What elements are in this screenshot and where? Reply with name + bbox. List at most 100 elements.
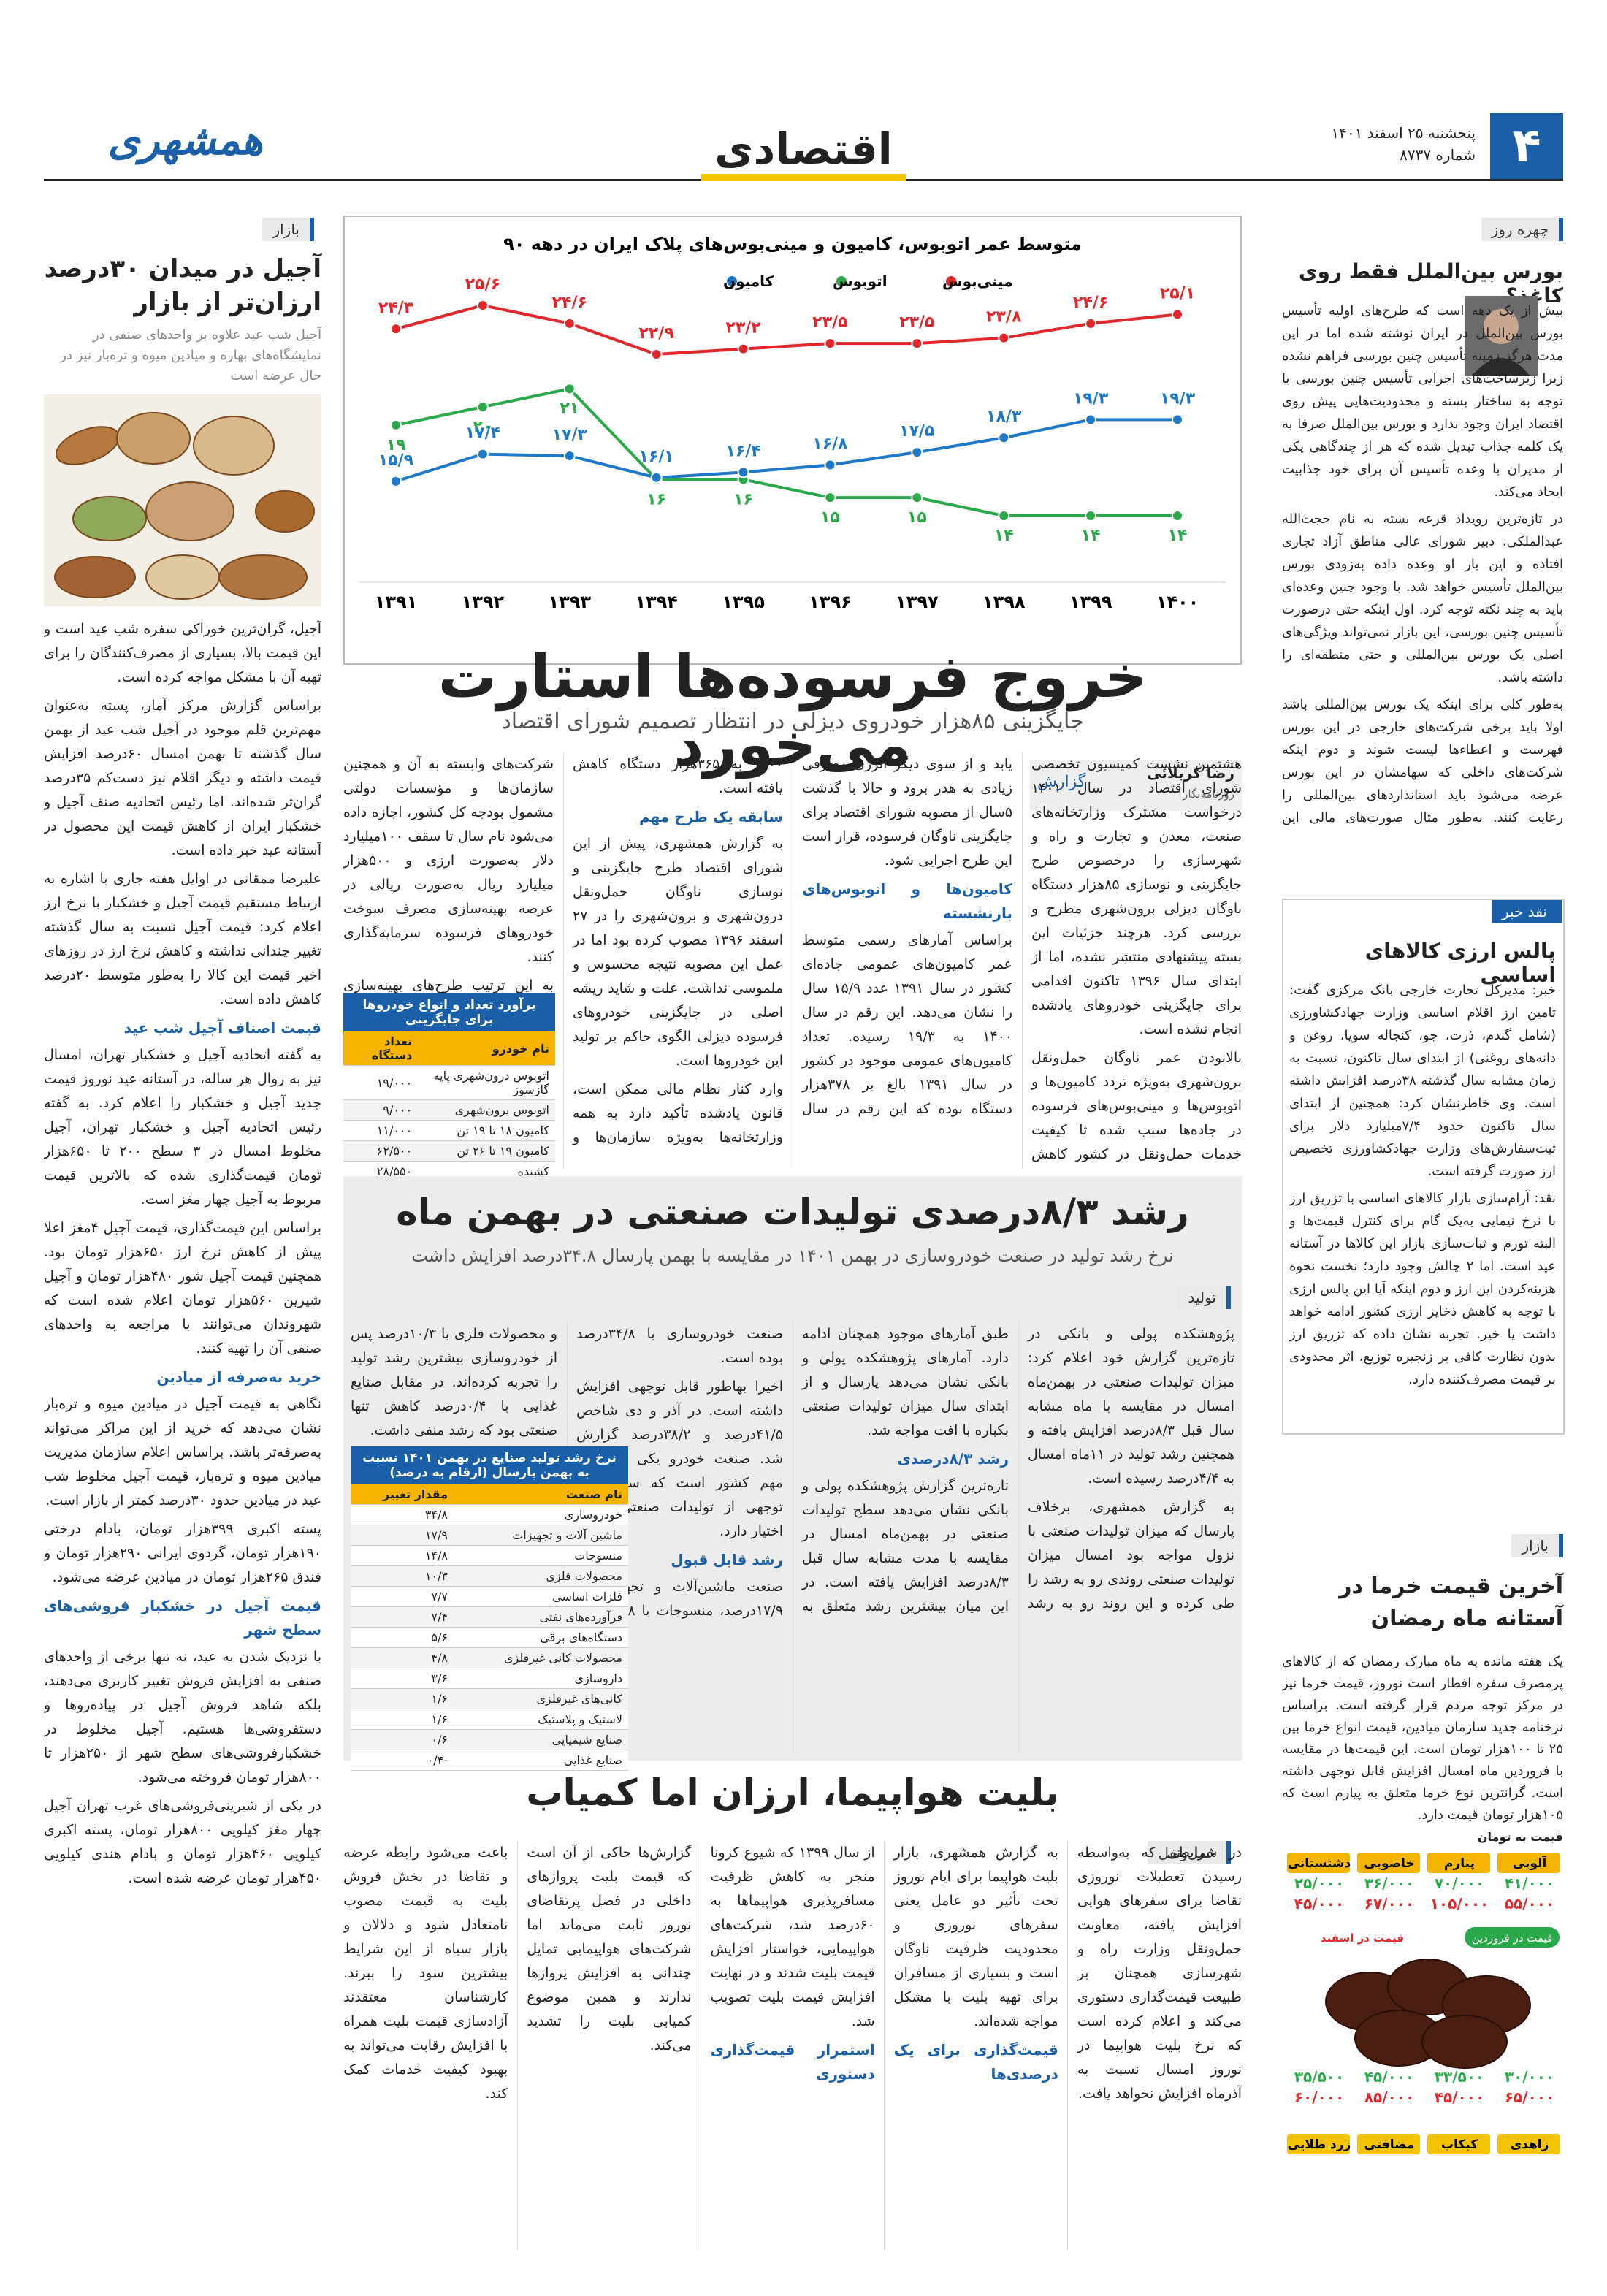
paragraph: وارد کنار نظام مالی ممکن است، قانون یادش…: [343, 756, 783, 1145]
kicker: تولید: [1177, 1286, 1231, 1309]
data-point: [1085, 510, 1097, 522]
author-box: رضا کربلائی روزنامه‌نگار گزارش: [1030, 760, 1242, 811]
price-farvardin: ۳۳/۵۰۰: [1435, 2068, 1484, 2086]
paragraph: در تازه‌ترین رویداد قرعه بسته به نام حجت…: [1282, 511, 1563, 685]
dates-body: یک هفته مانده به ماه مبارک رمضان که از ک…: [1282, 1651, 1563, 1826]
table-cell: کامیون ۱۸ تا ۱۹ تن: [418, 1120, 555, 1141]
x-tick-label: ۱۳۹۹: [1069, 592, 1112, 612]
data-point: [737, 466, 749, 478]
data-label: ۱۶/۱: [639, 448, 674, 466]
unit-label: قیمت به تومان: [1477, 1830, 1563, 1844]
table-row: اتوبوس درون‌شهری پایه گازسوز ۱۹/۰۰۰: [343, 1065, 555, 1100]
paragraph: به‌طور کلی برای اینکه یک بورس بین‌المللی…: [1282, 697, 1563, 825]
table-row: اتوبوس برون‌شهری ۹/۰۰۰: [343, 1099, 555, 1121]
data-point: [390, 323, 402, 335]
name-tag: [1427, 1853, 1490, 1873]
data-label: ۲۰: [473, 418, 492, 436]
x-tick-label: ۱۳۹۳: [548, 592, 591, 612]
table-cell: دستگاه‌های برقی: [453, 1627, 628, 1648]
paragraph: از سال ۱۳۹۹ که شیوع کرونا منجر به کاهش ظ…: [710, 1845, 875, 2029]
table-cell: ۰/۶: [351, 1729, 454, 1750]
table-cell: ۶۲/۵۰۰: [343, 1140, 419, 1162]
price-esfand: ۴۵/۰۰۰: [1294, 1895, 1344, 1912]
data-point: [476, 300, 489, 311]
price-esfand: ۴۵/۰۰۰: [1435, 2089, 1484, 2106]
table-cell: داروسازی: [453, 1668, 628, 1689]
legend-swatch: [946, 276, 956, 286]
data-point: [476, 401, 489, 413]
price-farvardin: ۴۵/۰۰۰: [1364, 2068, 1414, 2086]
variety-name: پیارم: [1444, 1856, 1475, 1871]
portrait: [1465, 296, 1538, 376]
kicker: بازار: [1511, 1534, 1563, 1557]
table-cell: ۱۱/۰۰۰: [343, 1120, 419, 1141]
table-cell: ۷/۴: [351, 1606, 454, 1628]
table-cell: ۱/۶: [351, 1709, 454, 1730]
x-tick-label: ۱۴۰۰: [1156, 592, 1199, 612]
headline: رشد ۸/۳درصدی تولیدات صنعتی در بهمن ماه: [396, 1191, 1189, 1233]
section-title: اقتصادی: [701, 124, 906, 181]
table-row: خودروسازی ۳۴/۸: [351, 1504, 628, 1525]
data-label: ۲۳/۲: [725, 319, 761, 337]
table-header: نام خودرو تعداد دستگاه: [343, 1031, 555, 1066]
table-cell: ۱۷/۹: [351, 1525, 454, 1546]
headline: بلیت هواپیما، ارزان اما کمیاب: [526, 1771, 1059, 1814]
kicker: گزارش: [1037, 773, 1086, 791]
data-point: [1172, 308, 1183, 321]
data-label: ۲۳/۵: [812, 313, 847, 332]
paragraph: یک هفته مانده به ماه مبارک رمضان که از ک…: [1282, 1654, 1563, 1823]
subtitle: نرخ رشد تولید در صنعت خودروسازی در بهمن …: [411, 1246, 1174, 1266]
data-point: [1172, 413, 1183, 426]
name-tag: [1357, 1853, 1420, 1873]
table-row: فلزات اساسی ۷/۷: [351, 1586, 628, 1607]
table-cell: ماشین آلات و تجهیزات: [453, 1525, 628, 1546]
variety-name: مضافتی: [1364, 2137, 1415, 2152]
data-point: [563, 317, 576, 329]
table-cell: فلزات اساسی: [453, 1586, 628, 1607]
table-row: صنایع شیمیایی ۰/۶: [351, 1729, 628, 1750]
data-label: ۲۴/۳: [378, 299, 414, 317]
variety-name: زرد طلایی: [1288, 2137, 1351, 2152]
kicker: حمل‌ونقل: [1148, 1841, 1231, 1864]
paragraph: به گزارش همشهری، پیش از این شورای اقتصاد…: [573, 836, 783, 1069]
data-point: [650, 348, 663, 361]
data-label: ۲۳/۵: [899, 313, 934, 332]
name-tag: [1287, 1853, 1350, 1873]
x-tick-label: ۱۳۹۱: [375, 592, 418, 612]
table-row: منسوجات ۱۴/۸: [351, 1545, 628, 1566]
paragraph: خبر: مدیرکل تجارت خارجی بانک مرکزی گفت: …: [1289, 983, 1556, 1179]
subtitle: جایگزینی ۸۵هزار خودروی دیزلی در انتظار ت…: [501, 709, 1084, 734]
data-label: ۱۶: [733, 490, 753, 508]
data-point: [824, 459, 836, 471]
subhead: کامیون‌ها و اتوبوس‌های بازنشسته: [802, 880, 1012, 922]
variety-name: آلویی: [1513, 1855, 1548, 1871]
table-cell: ۱۹/۰۰۰: [343, 1065, 419, 1100]
data-label: ۱۵/۹: [378, 451, 413, 470]
data-label: ۱۶/۴: [725, 442, 760, 460]
price-farvardin: ۳۰/۰۰۰: [1505, 2068, 1554, 2086]
chart-title: متوسط عمر اتوبوس، کامیون و مینی‌بوس‌های …: [503, 234, 1082, 254]
table-row: محصولات کانی غیرفلزی ۴/۸: [351, 1647, 628, 1668]
left-body: آجیل، گران‌ترین خوراکی سفره شب عید است و…: [44, 617, 321, 2246]
table-row: کانی‌های غیرفلزی ۱/۶: [351, 1688, 628, 1709]
data-point: [650, 471, 663, 484]
data-label: ۲۱: [560, 400, 579, 418]
issue: شماره ۸۷۳۷: [1400, 146, 1476, 164]
data-label: ۱۹: [386, 436, 406, 454]
table-cell: اتوبوس درون‌شهری پایه گازسوز: [418, 1065, 555, 1100]
author-role: روزنامه‌نگار: [1183, 787, 1234, 801]
data-point: [1172, 510, 1183, 522]
legend-label: مینی‌بوس: [942, 272, 1013, 290]
x-tick-label: ۱۳۹۸: [982, 592, 1026, 612]
paragraph: نگاهی به قیمت آجیل در میادین میوه و تره‌…: [44, 1396, 321, 1509]
data-point: [911, 337, 923, 350]
data-label: ۲۵/۱: [1160, 284, 1195, 302]
paragraph: باعث می‌شود رابطه عرضه و تقاضا در بخش فر…: [343, 1845, 508, 2102]
paragraph: پسته اکبری ۳۹۹هزار تومان، بادام درختی ۱۹…: [44, 1521, 321, 1585]
data-point: [476, 448, 489, 460]
data-label: ۲۳/۸: [986, 308, 1022, 327]
price-esfand: ۶۷/۰۰۰: [1364, 1895, 1414, 1912]
paragraph: در شرایطی که به‌واسطه رسیدن تعطیلات نورو…: [1077, 1845, 1242, 2102]
paragraph: آجیل، گران‌ترین خوراکی سفره شب عید است و…: [44, 621, 321, 685]
